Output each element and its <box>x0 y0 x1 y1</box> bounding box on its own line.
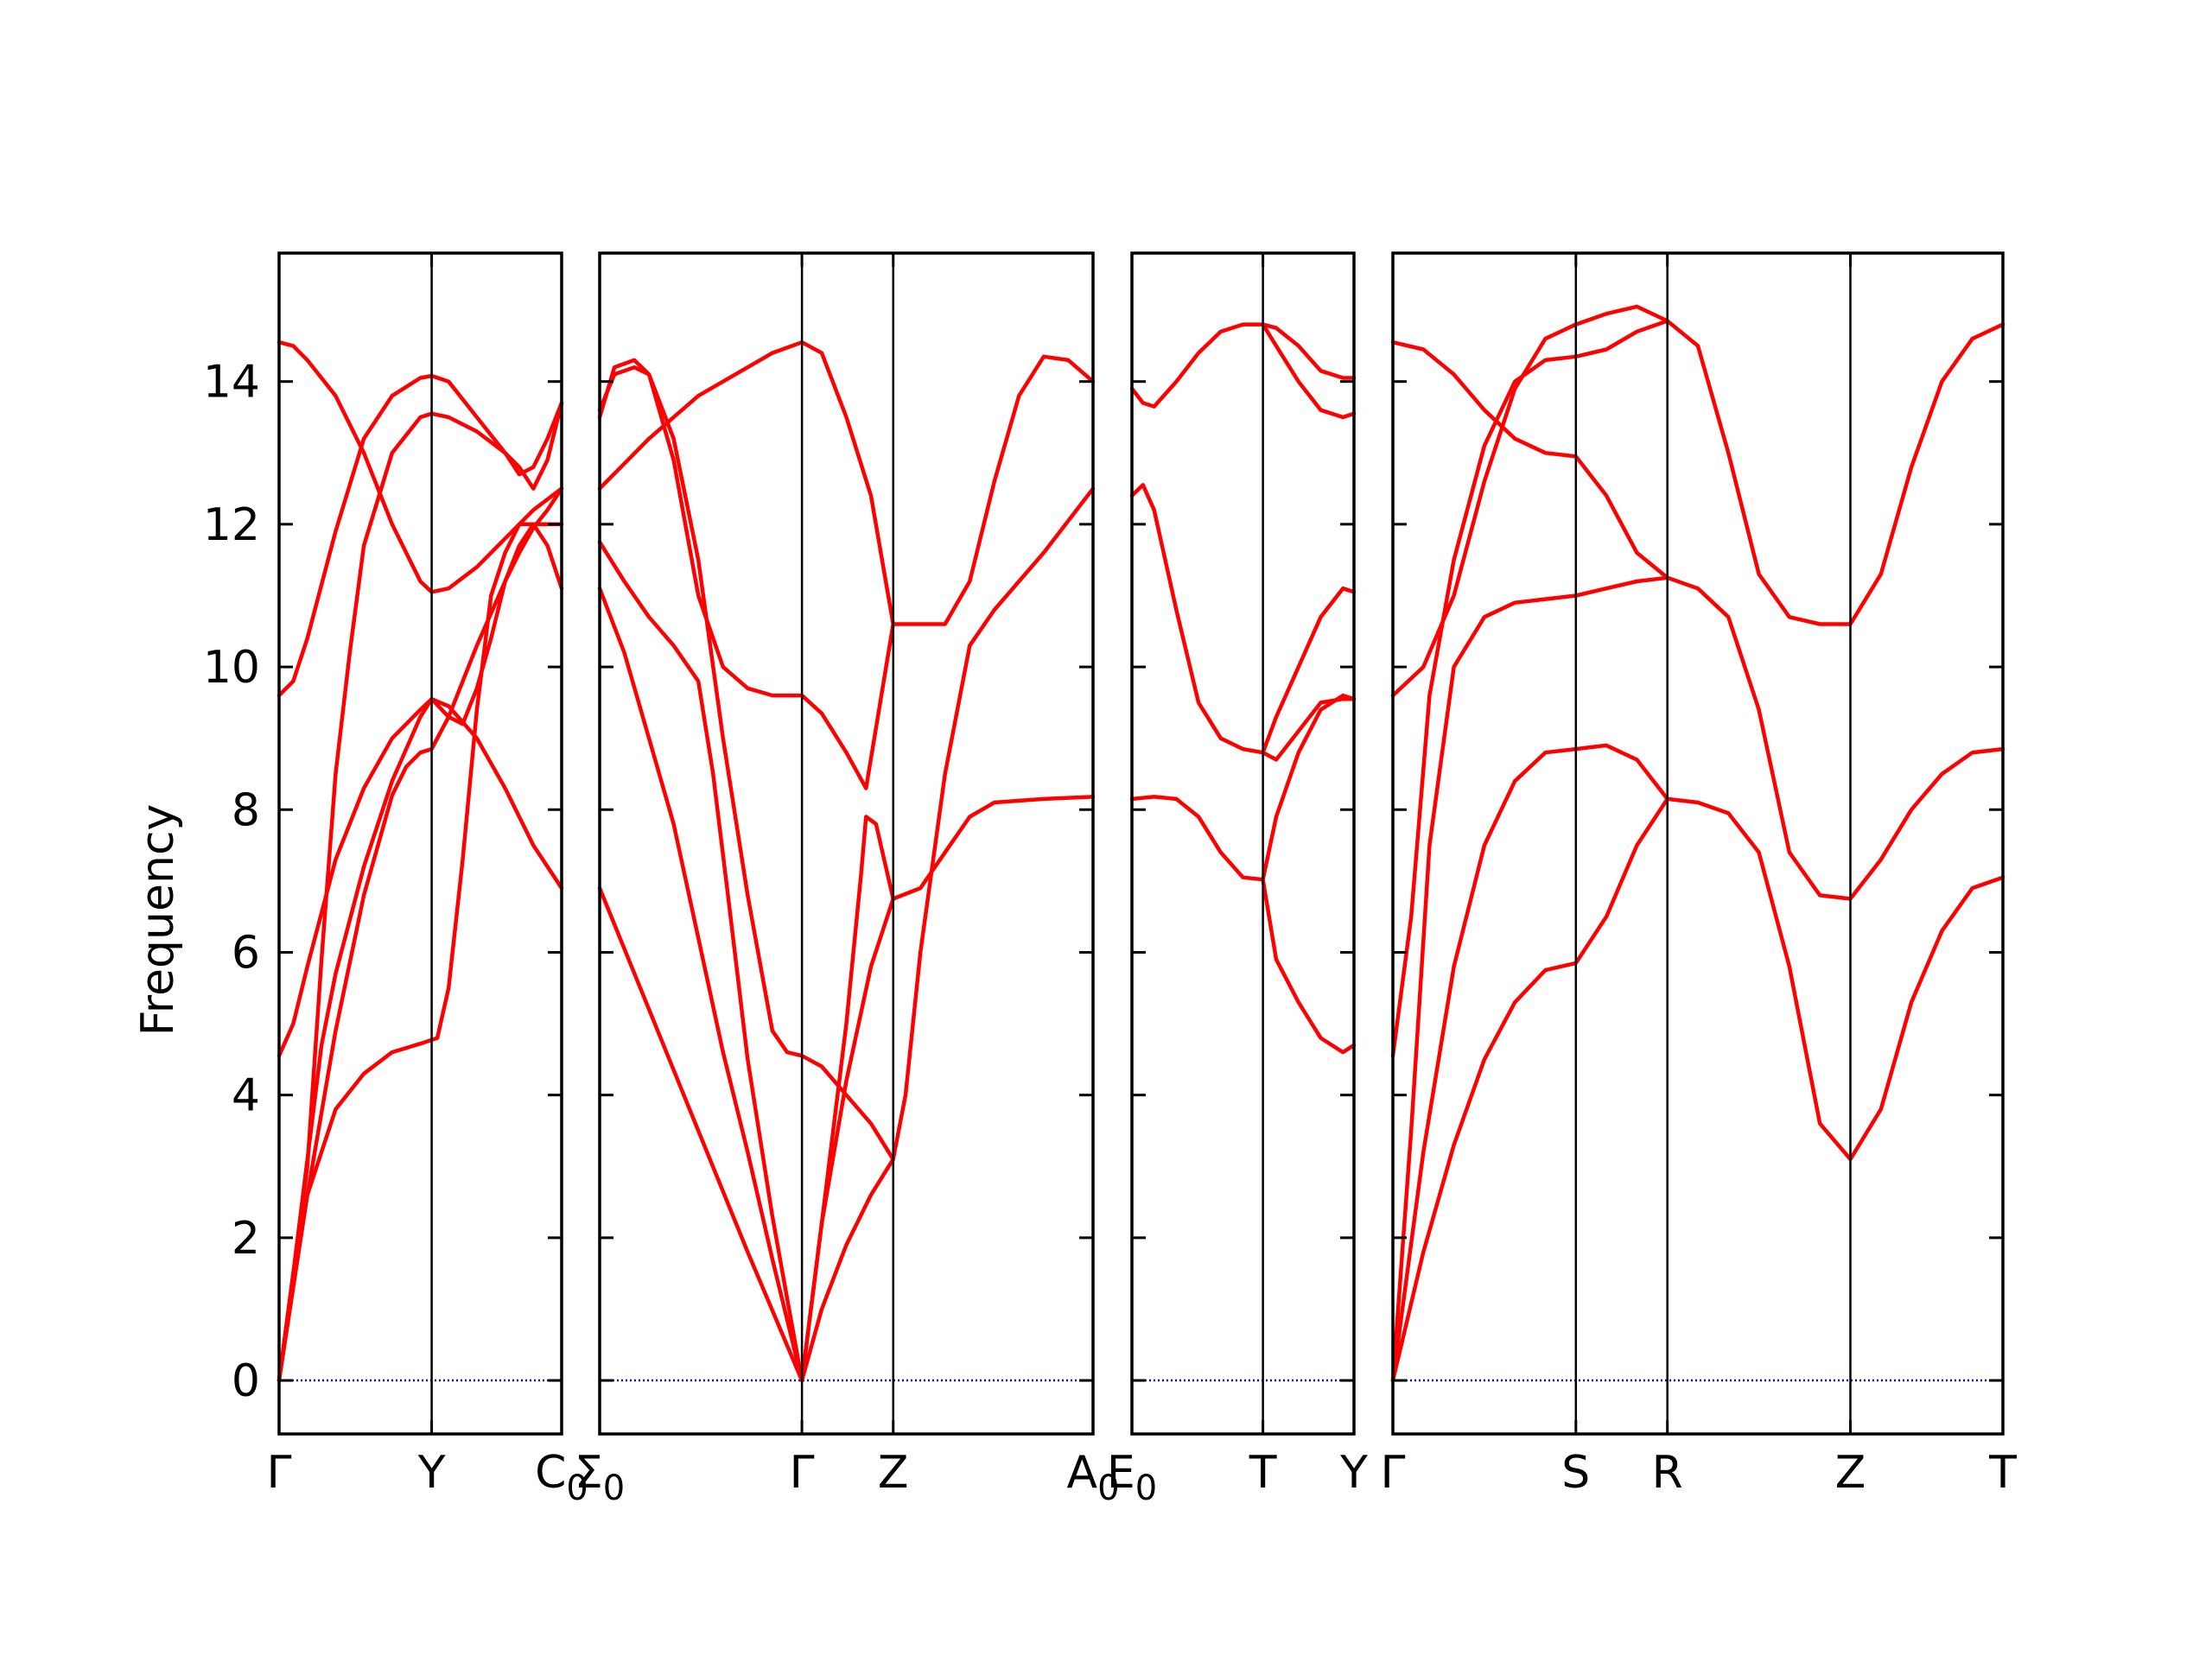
band-1 <box>1390 796 2005 1383</box>
band-1 <box>597 885 804 1383</box>
x-tick-label: Y <box>1339 1447 1368 1499</box>
y-tick-label: 12 <box>203 499 260 551</box>
band-1 <box>1129 693 1357 882</box>
band-7 <box>276 339 564 594</box>
y-tick-label: 4 <box>232 1070 260 1122</box>
x-tick-label: Γ <box>267 1447 292 1499</box>
panel-frame <box>1130 251 1356 1436</box>
x-tick-label: Z <box>878 1447 909 1499</box>
band-5 <box>597 354 1096 790</box>
y-tick-label: 2 <box>232 1213 260 1265</box>
band-8 <box>799 486 1096 1383</box>
band-2 <box>597 586 804 1383</box>
band-3 <box>1390 575 2005 1383</box>
x-tick-label: R <box>1652 1447 1683 1499</box>
band-3 <box>1129 483 1357 755</box>
y-tick-label: 6 <box>232 927 260 979</box>
band-6 <box>1261 322 1357 420</box>
panel-frame <box>598 251 1095 1436</box>
band-3 <box>276 696 564 1383</box>
panel-frame <box>277 251 563 1436</box>
band-5 <box>276 401 564 1383</box>
x-tick-label: Y <box>417 1447 446 1499</box>
band-3 <box>597 540 804 1383</box>
x-tick-label: Z <box>1835 1447 1866 1499</box>
x-tick-label: Γ <box>1381 1447 1406 1499</box>
y-tick-label: 0 <box>232 1355 260 1407</box>
y-tick-label: 14 <box>203 357 260 409</box>
y-tick-label: 10 <box>203 642 260 694</box>
band-5 <box>1129 322 1357 409</box>
panel-2: Σ0 Γ Z A0 <box>575 251 1120 1508</box>
band-1 <box>276 522 564 1383</box>
band-6 <box>1390 339 1669 580</box>
x-tick-label: T <box>1249 1447 1277 1499</box>
panel-frame <box>1391 251 2005 1436</box>
band-5 <box>1390 304 1669 698</box>
band-6 <box>597 339 895 626</box>
x-tick-label: Γ <box>790 1447 815 1499</box>
x-tick-label: Σ0 <box>575 1447 625 1508</box>
x-tick-label: S <box>1561 1447 1590 1499</box>
band-6 <box>276 373 564 698</box>
x-tick-label: T <box>1988 1447 2017 1499</box>
band-4 <box>1390 319 2005 1058</box>
band-4 <box>1261 696 1357 762</box>
x-tick-label: A0 <box>1066 1447 1119 1508</box>
y-axis-label: Frequency <box>132 804 184 1037</box>
panel-3: E0 T Y <box>1107 251 1368 1508</box>
band-2 <box>1390 743 1669 1383</box>
y-tick-label: 8 <box>232 784 260 836</box>
band-9 <box>799 897 895 1383</box>
band-2 <box>1261 877 1357 1055</box>
